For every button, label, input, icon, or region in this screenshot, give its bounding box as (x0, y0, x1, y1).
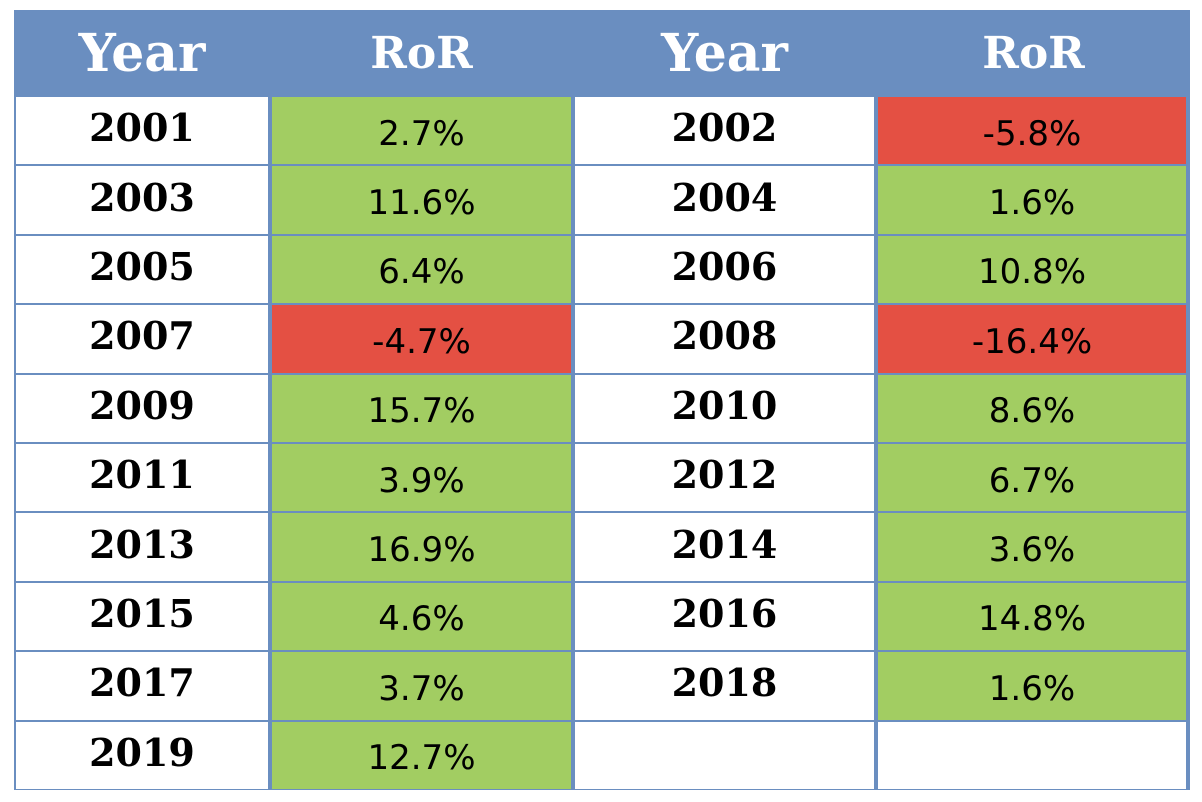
year-cell-left: 2005 (16, 235, 268, 304)
year-cell-right: 2008 (575, 305, 874, 373)
header-ror-right: RoR (982, 27, 1085, 79)
ror-cell-right (878, 721, 1186, 789)
year-cell-left: 2007 (16, 305, 268, 373)
ror-cell-left: 3.9% (272, 444, 571, 512)
year-cell-right: 2018 (575, 652, 874, 720)
header-year-left: Year (78, 22, 206, 84)
year-cell-left: 2015 (16, 582, 268, 651)
ror-cell-right: 10.8% (878, 235, 1186, 304)
year-cell-right: 2004 (575, 166, 874, 234)
year-cell-right: 2002 (575, 97, 874, 165)
ror-cell-right: 3.6% (878, 513, 1186, 581)
year-cell-right: 2006 (575, 235, 874, 304)
year-cell-left: 2003 (16, 166, 268, 234)
ror-cell-left: 15.7% (272, 374, 571, 442)
year-cell-right: 2010 (575, 374, 874, 442)
ror-table: Year RoR Year RoR 2001 2.7% 2002 -5.8% 2003 1… (14, 10, 1190, 790)
header-ror-left: RoR (370, 27, 473, 79)
ror-cell-left: 3.7% (272, 652, 571, 720)
year-cell-left: 2013 (16, 513, 268, 581)
year-cell-right: 2014 (575, 513, 874, 581)
ror-cell-right: 8.6% (878, 374, 1186, 442)
ror-cell-right: 6.7% (878, 444, 1186, 512)
year-cell-left: 2011 (16, 444, 268, 512)
year-cell-right: 2012 (575, 444, 874, 512)
ror-cell-left: -4.7% (272, 305, 571, 373)
ror-cell-right: 1.6% (878, 166, 1186, 234)
header-year-right: Year (661, 22, 788, 84)
year-cell-right: 2016 (575, 582, 874, 651)
ror-cell-left: 6.4% (272, 235, 571, 304)
ror-cell-left: 12.7% (272, 721, 571, 789)
year-cell-left: 2009 (16, 374, 268, 442)
year-cell-left: 2001 (16, 97, 268, 165)
ror-cell-right: 14.8% (878, 582, 1186, 651)
year-cell-right (575, 721, 874, 789)
ror-cell-right: -16.4% (878, 305, 1186, 373)
ror-cell-right: -5.8% (878, 97, 1186, 165)
ror-cell-left: 16.9% (272, 513, 571, 581)
ror-cell-right: 1.6% (878, 652, 1186, 720)
ror-cell-left: 4.6% (272, 582, 571, 651)
ror-cell-left: 11.6% (272, 166, 571, 234)
ror-cell-left: 2.7% (272, 97, 571, 165)
year-cell-left: 2017 (16, 652, 268, 720)
year-cell-left: 2019 (16, 721, 268, 789)
